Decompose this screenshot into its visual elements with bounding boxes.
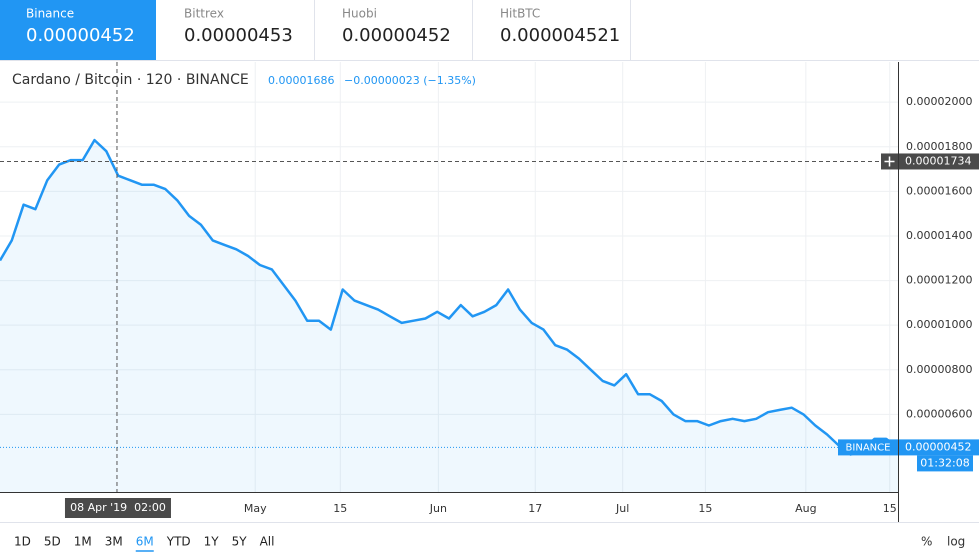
- x-tick-label: May: [244, 502, 267, 515]
- crosshair-x-badge: [64, 498, 171, 518]
- countdown-label: 01:32:08: [920, 456, 969, 469]
- symbol-title: Cardano / Bitcoin · 120 · BINANCE: [12, 72, 249, 88]
- exchange-name[interactable]: Binance: [26, 7, 74, 21]
- crosshair-y-badge: [899, 153, 979, 170]
- price-badge: [899, 439, 979, 456]
- y-tick-label: 0.00001800: [906, 140, 972, 153]
- tab-bar: Binance 0.00000452 Bittrex 0.00000453 Huobi 0…: [0, 0, 631, 60]
- y-tick-label: 0.00001000: [906, 318, 972, 331]
- range-button[interactable]: 5D: [44, 535, 61, 549]
- exchange-price[interactable]: 0.00000453: [184, 25, 293, 46]
- exchange-name[interactable]: HitBTC: [500, 7, 540, 21]
- x-tick-label: Jun: [429, 502, 447, 515]
- range-button[interactable]: YTD: [166, 535, 191, 549]
- last-price: 0.00001686: [268, 74, 334, 87]
- y-tick-label: 0.00000600: [906, 407, 972, 420]
- x-tick-label: Aug: [795, 502, 816, 515]
- exchange-tab[interactable]: [316, 0, 472, 60]
- crosshair-x-label: 08 Apr '19 02:00: [70, 501, 166, 514]
- crosshair-plus: [884, 156, 895, 167]
- plot-area: 0.00000600 0.00000800 0.00001000 0.00001200…: [0, 62, 979, 523]
- scale-button[interactable]: log: [947, 535, 965, 549]
- exchange-tab[interactable]: [158, 0, 314, 60]
- exchange-price[interactable]: 0.000004521: [500, 25, 620, 46]
- countdown-badge: [917, 455, 973, 472]
- exchange-tab[interactable]: [0, 0, 156, 60]
- range-button[interactable]: 1M: [74, 535, 92, 549]
- y-tick-label: 0.00001200: [906, 274, 972, 287]
- x-tick-label: Jul: [615, 502, 629, 515]
- x-tick-label: 15: [883, 502, 897, 515]
- exchange-tab[interactable]: [474, 0, 630, 60]
- price-line: [0, 138, 899, 456]
- range-button[interactable]: 1Y: [204, 535, 220, 549]
- x-tick-label: 15: [698, 502, 712, 515]
- y-tick-label: 0.00002000: [906, 95, 972, 108]
- y-tick-label: 0.00001400: [906, 229, 972, 242]
- area-fill: [0, 140, 898, 492]
- exchange-price[interactable]: 0.00000452: [26, 25, 135, 46]
- range-button[interactable]: 6M: [136, 535, 154, 549]
- exchange-name[interactable]: Bittrex: [184, 7, 224, 21]
- exchange-name[interactable]: Huobi: [342, 7, 377, 21]
- price-change: −0.00000023 (−1.35%): [344, 74, 476, 87]
- exchange-badge: [838, 439, 898, 456]
- exchange-badge-text: BINANCE: [846, 442, 891, 453]
- x-tick-label: 15: [333, 502, 347, 515]
- crosshair-y-label: 0.00001734: [905, 154, 971, 167]
- x-tick-label: 17: [528, 502, 542, 515]
- scale-button[interactable]: %: [921, 535, 932, 549]
- range-button[interactable]: 1D: [14, 535, 31, 549]
- range-button[interactable]: 5Y: [232, 535, 248, 549]
- y-tick-label: 0.00001600: [906, 184, 972, 197]
- y-tick-label: 0.00000800: [906, 363, 972, 376]
- exchange-price[interactable]: 0.00000452: [342, 25, 451, 46]
- range-button[interactable]: All: [260, 535, 275, 549]
- range-button[interactable]: 3M: [105, 535, 123, 549]
- last-price-label: 0.00000452: [905, 440, 971, 453]
- bottom-toolbar: 1D 5D 1M 3M 6M YTD 1Y 5Y All% log: [14, 535, 965, 552]
